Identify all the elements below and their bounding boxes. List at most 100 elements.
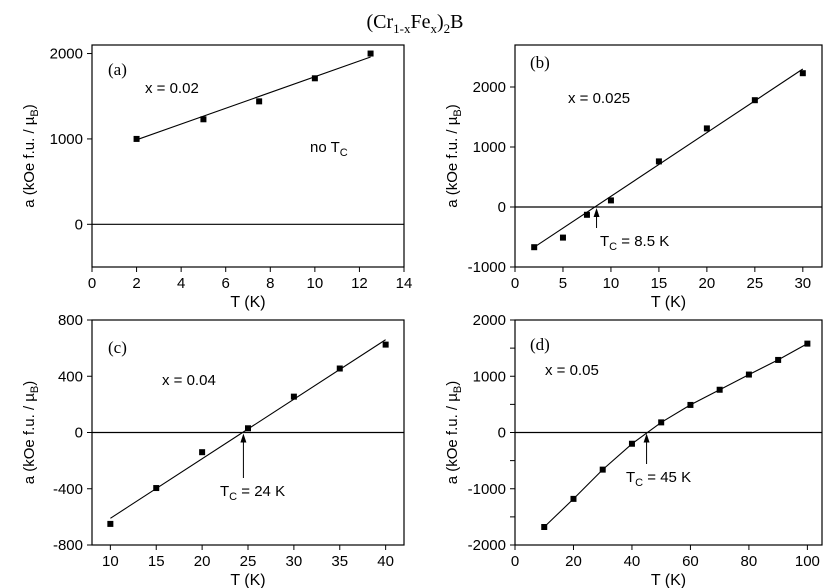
no-tc-annotation: no TC [310,139,348,159]
data-point [153,485,160,492]
data-point [382,341,389,348]
chart-panel-a: 0 2 4 6 8 10 12 14 0 1000 2000 T (K) a (kOe f.u. / µ… [21,44,413,311]
x-tick-label: 25 [240,553,257,570]
x-tick-label: 30 [794,275,811,292]
data-point [628,440,635,447]
y-tick-label: 0 [498,199,506,216]
data-point [799,70,806,77]
fit-line [543,343,808,528]
data-point [775,356,782,363]
y-tick-label: -400 [53,481,83,498]
data-point [804,340,811,347]
x-tick-label: 10 [307,275,324,292]
data-point [541,524,548,530]
y-tick-label: 0 [75,425,83,442]
x-tick-label: 30 [286,553,303,570]
tc-arrow-head [643,433,650,443]
y-tick-label: 800 [58,312,83,329]
tc-annotation: TC = 8.5 K [600,233,669,253]
data-point [256,98,263,105]
x-tick-label: 14 [396,275,413,292]
data-point [751,97,758,104]
data-point [107,520,114,527]
data-point [311,75,318,82]
x-tick-label: 15 [651,275,668,292]
data-point [559,234,566,241]
data-point [245,425,251,432]
x-axis-label: T (K) [651,572,686,588]
x-tick-label: 2 [132,275,140,292]
data-point [703,125,710,132]
x-tick-label: 20 [194,553,211,570]
x-tick-label: 20 [699,275,716,292]
data-point [599,466,606,473]
x-tick-label: 10 [603,275,620,292]
y-axis-label: a (kOe f.u. / µB) [21,104,41,208]
y-tick-label: -1000 [468,259,506,276]
x-tick-label: 8 [266,275,274,292]
panel-label: (a) [108,60,127,79]
data-point [133,135,140,142]
x-axis-label: T (K) [651,294,686,311]
data-point [658,419,665,426]
x-tick-label: 80 [741,553,758,570]
data-point [745,371,752,378]
composition-label: x = 0.05 [545,362,599,379]
x-tick-label: 12 [351,275,368,292]
y-tick-label: 400 [58,368,83,385]
panel-label: (c) [108,338,127,357]
data-point [336,365,343,372]
chart-panel-b: 0 5 10 15 20 25 30 -1000 0 1000 2000 T (K) a (kOe f.… [444,44,823,311]
data-point [583,211,590,218]
plot-frame [514,44,823,268]
data-point [200,116,207,123]
panel-label: (d) [530,335,550,354]
data-point [716,386,723,393]
y-tick-label: -800 [53,537,83,554]
x-tick-label: 6 [222,275,230,292]
fit-line [533,68,804,248]
y-axis-label: a (kOe f.u. / µB) [21,381,41,485]
x-tick-label: 25 [747,275,764,292]
panel-label: (b) [530,53,550,72]
y-tick-label: -2000 [468,537,506,554]
x-tick-label: 0 [511,553,519,570]
y-axis-label: a (kOe f.u. / µB) [444,381,464,485]
y-tick-label: 1000 [473,139,506,156]
y-tick-label: 1000 [50,131,83,148]
data-point [687,401,694,408]
x-axis-label: T (K) [230,572,265,588]
y-tick-label: 1000 [473,368,506,385]
x-tick-label: 0 [511,275,519,292]
composition-label: x = 0.025 [568,90,630,107]
tc-annotation: TC = 45 K [626,469,691,489]
data-point [199,449,206,456]
plot-frame [91,44,405,268]
chart-panel-c: 10 15 20 25 30 35 40 -800 -400 0 400 800 T (K) a (kOe… [21,312,405,588]
x-tick-label: 35 [331,553,348,570]
x-tick-label: 40 [377,553,394,570]
y-tick-label: -1000 [468,481,506,498]
composition-label: x = 0.02 [145,80,199,97]
x-axis-label: T (K) [230,294,265,311]
fit-line [136,56,371,141]
y-tick-label: 0 [75,216,83,233]
data-point [367,50,374,57]
data-point [570,495,577,502]
x-tick-label: 4 [177,275,185,292]
tc-arrow-head [593,208,600,217]
data-point [655,158,662,165]
y-tick-label: 2000 [473,79,506,96]
composition-label: x = 0.04 [162,372,216,389]
x-tick-label: 0 [88,275,96,292]
figure-title: (Cr1-xFex)2B [366,11,463,36]
x-tick-label: 60 [682,553,699,570]
y-tick-label: 2000 [473,312,506,329]
x-tick-label: 40 [624,553,641,570]
y-tick-label: 2000 [50,46,83,63]
x-tick-label: 15 [148,553,165,570]
x-tick-label: 10 [102,553,119,570]
x-tick-label: 100 [795,553,820,570]
